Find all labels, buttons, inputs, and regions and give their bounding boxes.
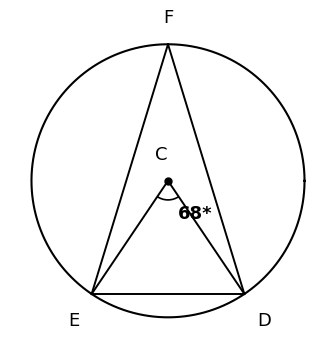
Text: F: F bbox=[163, 9, 173, 26]
Text: C: C bbox=[155, 146, 167, 164]
Text: D: D bbox=[257, 312, 270, 330]
Text: 68*: 68* bbox=[177, 205, 212, 223]
Text: E: E bbox=[68, 312, 79, 330]
